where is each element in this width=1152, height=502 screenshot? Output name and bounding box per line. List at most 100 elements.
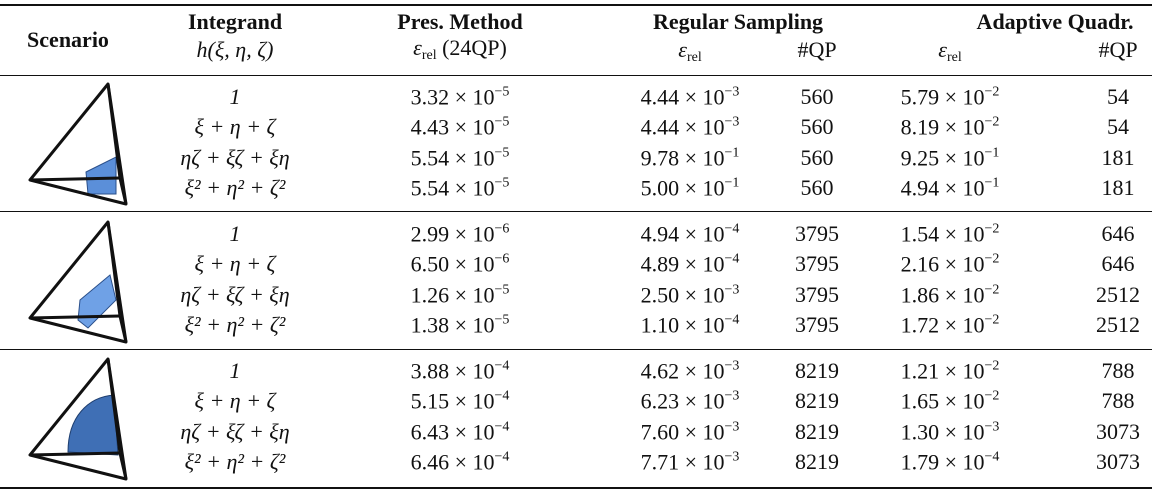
mantissa: 1.30 × 10 (901, 419, 985, 444)
adaptive-error: 9.25 × 10−1 (901, 146, 1000, 169)
epsilon-symbol: ε (413, 35, 422, 60)
exponent: −3 (725, 449, 740, 464)
mantissa: 6.46 × 10 (411, 449, 495, 474)
pres-error-header: εrel (24QP) (413, 37, 507, 63)
adaptive-qp-header: #QP (1098, 39, 1137, 61)
regular-error: 7.60 × 10−3 (641, 420, 740, 443)
regular-qp: 3795 (795, 253, 839, 275)
pres-error: 6.50 × 10−6 (411, 253, 510, 276)
adaptive-error: 1.72 × 10−2 (901, 313, 1000, 336)
adaptive-qp: 646 (1102, 223, 1135, 245)
exponent: −4 (725, 312, 740, 327)
regular-qp: 8219 (795, 390, 839, 412)
exponent: −1 (985, 175, 1000, 190)
mantissa: 1.79 × 10 (901, 449, 985, 474)
integrand: ξ² + η² + ζ² (185, 177, 286, 199)
mantissa: 5.54 × 10 (411, 145, 495, 170)
regular-header: Regular Sampling (653, 11, 823, 33)
exponent: −4 (495, 359, 510, 374)
integrand: ηζ + ξζ + ξη (180, 284, 289, 306)
adaptive-qp: 646 (1102, 253, 1135, 275)
exponent: −2 (985, 222, 1000, 237)
bottom-rule (0, 487, 1152, 489)
mantissa: 6.23 × 10 (641, 389, 725, 414)
mantissa: 1.26 × 10 (411, 282, 495, 307)
adaptive-error: 1.86 × 10−2 (901, 283, 1000, 306)
integrand: ξ + η + ζ (195, 116, 276, 138)
regular-qp: 8219 (795, 421, 839, 443)
adaptive-qp: 181 (1102, 147, 1135, 169)
integrand-header: Integrand (188, 11, 282, 33)
pres-error: 5.54 × 10−5 (411, 146, 510, 169)
regular-error: 2.50 × 10−3 (641, 283, 740, 306)
exponent: −2 (985, 359, 1000, 374)
exponent: −4 (495, 449, 510, 464)
regular-qp: 560 (801, 86, 834, 108)
adaptive-error: 1.54 × 10−2 (901, 223, 1000, 246)
epsilon-subscript: rel (687, 50, 702, 65)
epsilon-subscript: rel (422, 48, 437, 63)
regular-qp: 8219 (795, 360, 839, 382)
exponent: −3 (725, 419, 740, 434)
regular-error: 7.71 × 10−3 (641, 450, 740, 473)
mantissa: 4.44 × 10 (641, 115, 725, 140)
mantissa: 9.78 × 10 (641, 145, 725, 170)
regular-error: 1.10 × 10−4 (641, 313, 740, 336)
exponent: −2 (985, 389, 1000, 404)
integrand-formula: h(ξ, η, ζ) (197, 39, 274, 61)
mantissa: 2.50 × 10 (641, 282, 725, 307)
adaptive-error: 1.21 × 10−2 (901, 360, 1000, 383)
mantissa: 1.86 × 10 (901, 282, 985, 307)
exponent: −3 (725, 359, 740, 374)
adaptive-error: 5.79 × 10−2 (901, 86, 1000, 109)
adaptive-qp: 788 (1102, 360, 1135, 382)
regular-error: 9.78 × 10−1 (641, 146, 740, 169)
mantissa: 1.65 × 10 (901, 389, 985, 414)
regular-error: 4.62 × 10−3 (641, 360, 740, 383)
regular-error: 4.44 × 10−3 (641, 116, 740, 139)
method-note: (24QP) (442, 35, 507, 60)
integrand: ξ² + η² + ζ² (185, 314, 286, 336)
exponent: −5 (495, 282, 510, 297)
pres-error: 1.38 × 10−5 (411, 313, 510, 336)
adaptive-error: 1.79 × 10−4 (901, 450, 1000, 473)
top-rule (0, 4, 1152, 6)
regular-qp: 3795 (795, 284, 839, 306)
mantissa: 5.79 × 10 (901, 85, 985, 110)
regular-error: 4.89 × 10−4 (641, 253, 740, 276)
regular-error: 5.00 × 10−1 (641, 176, 740, 199)
adaptive-qp: 181 (1102, 177, 1135, 199)
mantissa: 2.99 × 10 (411, 222, 495, 247)
scenario-image (28, 82, 138, 208)
regular-qp-header: #QP (797, 39, 836, 61)
mantissa: 4.62 × 10 (641, 359, 725, 384)
epsilon-symbol: ε (938, 37, 947, 62)
exponent: −2 (985, 252, 1000, 267)
adaptive-qp: 2512 (1096, 314, 1140, 336)
table-page: ScenarioIntegrandh(ξ, η, ζ)Pres. Methodε… (0, 0, 1152, 502)
exponent: −1 (725, 145, 740, 160)
integrand: ηζ + ξζ + ξη (180, 421, 289, 443)
regular-qp: 560 (801, 147, 834, 169)
mantissa: 4.94 × 10 (641, 222, 725, 247)
exponent: −2 (985, 282, 1000, 297)
regular-error-header: εrel (678, 39, 701, 65)
pres-error: 6.43 × 10−4 (411, 420, 510, 443)
adaptive-qp: 54 (1107, 86, 1129, 108)
integrand: ξ² + η² + ζ² (185, 451, 286, 473)
mantissa: 3.88 × 10 (411, 359, 495, 384)
exponent: −5 (495, 85, 510, 100)
mantissa: 4.43 × 10 (411, 115, 495, 140)
group-rule (0, 349, 1152, 350)
adaptive-qp: 54 (1107, 116, 1129, 138)
pres-error: 1.26 × 10−5 (411, 283, 510, 306)
pres-error: 2.99 × 10−6 (411, 223, 510, 246)
mantissa: 5.15 × 10 (411, 389, 495, 414)
mantissa: 1.38 × 10 (411, 312, 495, 337)
exponent: −3 (725, 389, 740, 404)
group-rule (0, 211, 1152, 212)
exponent: −4 (725, 222, 740, 237)
exponent: −3 (725, 115, 740, 130)
scenario-image (28, 220, 138, 346)
exponent: −5 (495, 115, 510, 130)
